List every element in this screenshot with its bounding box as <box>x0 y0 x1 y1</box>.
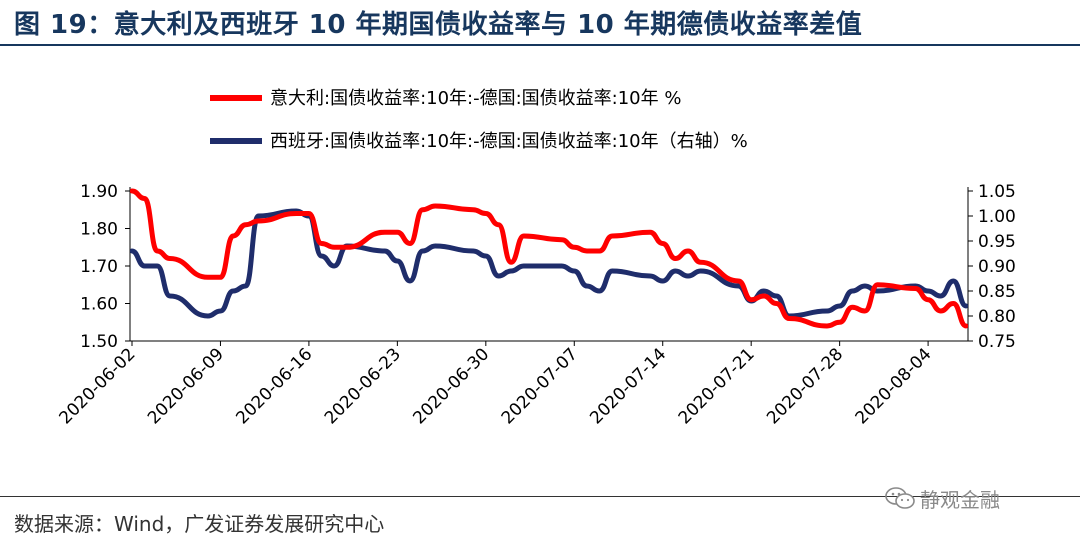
x-tick-label: 2020-06-02 <box>56 344 140 428</box>
right-tick-label: 1.05 <box>978 182 1016 202</box>
left-tick-label: 1.70 <box>80 257 118 277</box>
left-tick-label: 1.90 <box>80 182 118 202</box>
right-tick-label: 0.75 <box>978 332 1016 352</box>
x-tick-label: 2020-06-23 <box>321 344 405 428</box>
series-line-1 <box>130 208 968 319</box>
series-lines <box>130 188 968 329</box>
right-tick-label: 0.80 <box>978 307 1016 327</box>
footer-rule <box>0 496 1080 497</box>
x-tick-label: 2020-06-30 <box>409 344 493 428</box>
x-tick-label: 2020-07-28 <box>763 344 847 428</box>
left-tick-label: 1.50 <box>80 332 118 352</box>
x-tick-labels: 2020-06-02 2020-06-09 2020-06-16 2020-06-23… <box>56 341 936 428</box>
watermark-text: 静观金融 <box>920 488 1000 512</box>
right-tick-label: 0.85 <box>978 282 1016 302</box>
right-tick-label: 0.90 <box>978 257 1016 277</box>
chart-title: 图 19：意大利及西班牙 10 年期国债收益率与 10 年期德债收益率差值 <box>14 10 863 40</box>
wechat-icon <box>885 487 915 509</box>
chart-area: 意大利:国债收益率:10年:-德国:国债收益率:10年 % 西班牙:国债收益率:1… <box>56 88 1016 428</box>
x-tick-label: 2020-08-04 <box>852 344 936 428</box>
series-line-0 <box>130 188 968 329</box>
x-tick-label: 2020-07-14 <box>586 344 670 428</box>
right-tick-label: 0.95 <box>978 232 1016 252</box>
legend-label-1: 西班牙:国债收益率:10年:-德国:国债收益率:10年（右轴）% <box>270 131 748 152</box>
x-tick-label: 2020-07-21 <box>675 344 759 428</box>
left-tick-label: 1.60 <box>80 295 118 315</box>
legend: 意大利:国债收益率:10年:-德国:国债收益率:10年 % 西班牙:国债收益率:1… <box>210 88 748 152</box>
right-tick-label: 1.00 <box>978 207 1016 227</box>
source-note: 数据来源：Wind，广发证券发展研究中心 <box>14 512 385 536</box>
x-tick-label: 2020-06-16 <box>232 344 316 428</box>
x-tick-label: 2020-06-09 <box>144 344 228 428</box>
left-tick-label: 1.80 <box>80 220 118 240</box>
axes: 1.50 1.60 1.70 1.80 1.90 0.75 0.80 0.85 0.90 0.95… <box>80 182 1016 352</box>
title-rule <box>0 44 1080 46</box>
legend-label-0: 意大利:国债收益率:10年:-德国:国债收益率:10年 % <box>270 88 681 109</box>
x-tick-label: 2020-07-07 <box>498 344 582 428</box>
